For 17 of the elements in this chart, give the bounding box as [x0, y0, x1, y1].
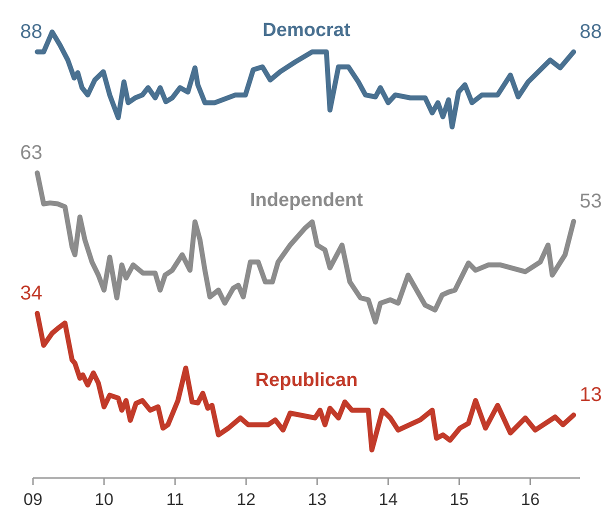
x-tick-label: 09: [24, 490, 42, 509]
series-label: Independent: [250, 190, 364, 211]
x-tick-label: 14: [378, 490, 398, 509]
series-label: Republican: [255, 370, 358, 391]
data-label: 88: [580, 20, 602, 43]
data-label: 53: [580, 190, 602, 212]
x-tick-label: 13: [308, 490, 327, 509]
x-tick-label: 11: [166, 490, 184, 509]
data-label: 63: [20, 142, 42, 164]
data-label: 34: [20, 282, 42, 304]
x-tick-label: 10: [94, 490, 114, 509]
data-label: 13: [580, 384, 602, 406]
x-tick-label: 12: [236, 490, 256, 509]
series-label: Democrat: [262, 20, 351, 41]
x-tick-label: 16: [520, 490, 540, 509]
data-label: 88: [20, 20, 42, 43]
x-tick-label: 15: [450, 490, 469, 509]
